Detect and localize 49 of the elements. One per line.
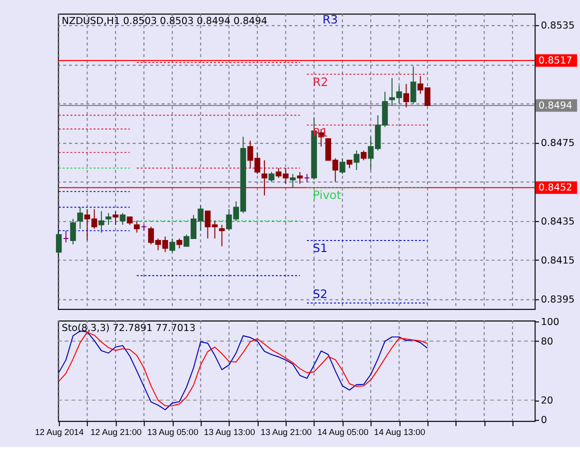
y-tick-label: 100 bbox=[540, 316, 560, 328]
annotation: R2 bbox=[312, 74, 328, 89]
annotation: S2 bbox=[312, 287, 328, 302]
candlestick bbox=[112, 210, 118, 226]
ref-line-label: 0.8452 bbox=[538, 182, 572, 194]
candlestick bbox=[262, 160, 268, 196]
candlestick bbox=[403, 84, 410, 108]
y-tick-label: 80 bbox=[540, 336, 554, 348]
candlestick bbox=[106, 212, 112, 226]
candlestick bbox=[354, 150, 360, 171]
x-tick-label: 13 Aug 05:00 bbox=[147, 426, 198, 437]
candlestick bbox=[410, 66, 416, 104]
annotation: Pivot bbox=[312, 188, 342, 202]
x-tick-label: 14 Aug 13:00 bbox=[374, 426, 426, 437]
candlestick bbox=[98, 210, 104, 234]
candlestick bbox=[304, 173, 310, 182]
candlestick bbox=[63, 230, 69, 243]
y-tick-label: 20 bbox=[540, 396, 554, 407]
y-tick-label: 0 bbox=[540, 415, 548, 426]
x-tick-label: 13 Aug 21:00 bbox=[260, 426, 312, 437]
chart-title: NZDUSD,H1 0.8503 0.8503 0.8494 0.8494 bbox=[62, 16, 268, 28]
annotation: R1 bbox=[312, 126, 328, 140]
candlestick bbox=[219, 224, 225, 247]
candlestick bbox=[70, 218, 76, 245]
candlestick bbox=[176, 238, 182, 249]
candlestick bbox=[134, 220, 140, 234]
y-tick-label: 0.8415 bbox=[540, 255, 575, 266]
candlestick bbox=[360, 150, 367, 161]
candlestick bbox=[56, 234, 62, 253]
x-tick-label: 12 Aug 2014 bbox=[34, 426, 84, 437]
candlestick bbox=[120, 212, 126, 226]
y-tick-label: 0.8535 bbox=[540, 20, 575, 32]
ref-line-label: 0.8517 bbox=[538, 55, 572, 66]
y-tick-label: 0.8435 bbox=[540, 216, 575, 228]
x-tick-label: 14 Aug 05:00 bbox=[317, 426, 369, 437]
annotation: S1 bbox=[312, 241, 328, 256]
candlestick bbox=[169, 238, 176, 253]
x-tick-label: 12 Aug 21:00 bbox=[90, 426, 142, 437]
y-tick-label: 0.8395 bbox=[540, 294, 575, 306]
candlestick bbox=[290, 173, 296, 188]
candlestick bbox=[77, 206, 84, 230]
candlestick bbox=[340, 158, 346, 174]
candlestick bbox=[296, 172, 303, 184]
y-tick-label: 0.8475 bbox=[540, 138, 575, 150]
annotation: R3 bbox=[322, 12, 338, 26]
x-tick-label: 13 Aug 13:00 bbox=[204, 426, 256, 437]
candlestick bbox=[268, 172, 274, 182]
ref-line-label: 0.8494 bbox=[538, 100, 572, 112]
chart-title: Sto(8,3,3) 72.7891 77.7013 bbox=[62, 323, 196, 334]
